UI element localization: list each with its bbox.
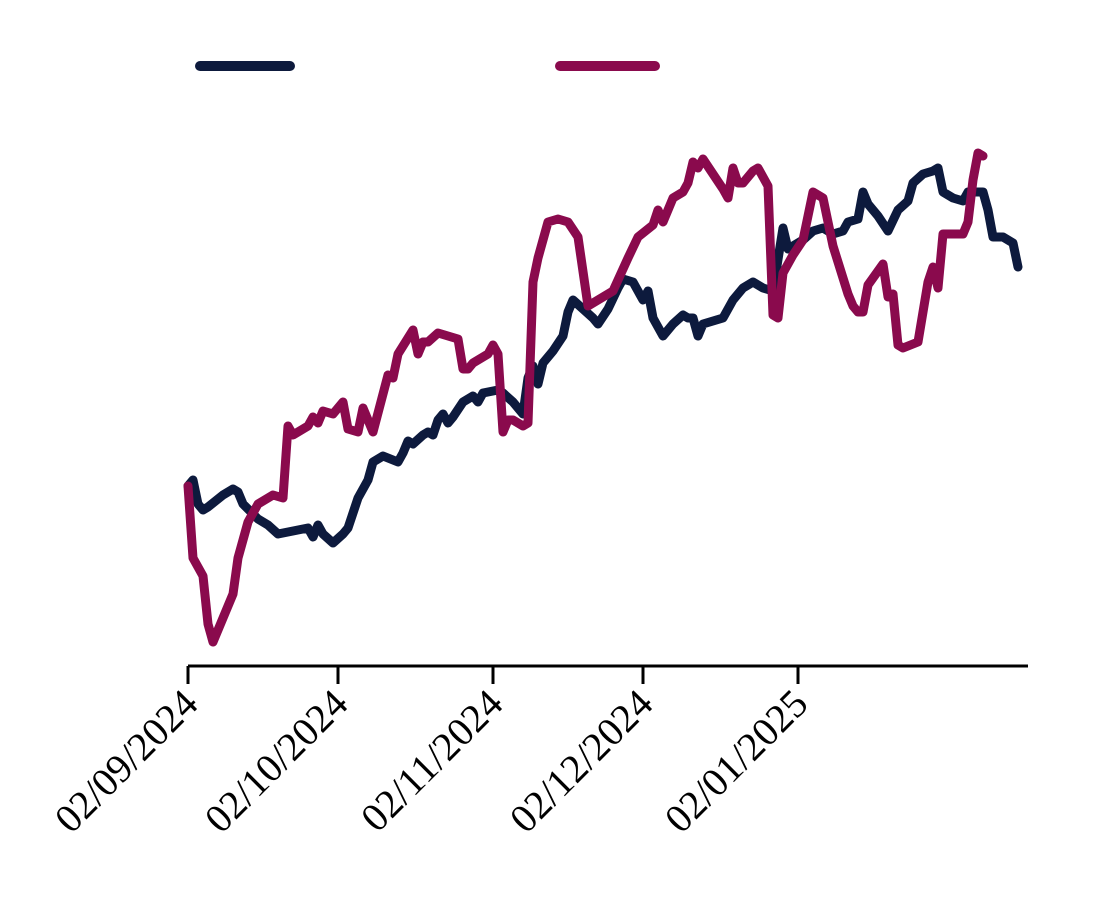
series-2-line — [183, 148, 988, 647]
plot-area — [183, 148, 1023, 647]
x-tick-label: 02/09/2024 — [46, 681, 207, 842]
x-tick-label: 02/12/2024 — [501, 681, 662, 842]
series-1-line — [183, 163, 1023, 548]
x-axis-ticks: 02/09/202402/10/202402/11/202402/12/2024… — [46, 666, 817, 842]
x-tick-label: 02/11/2024 — [352, 681, 512, 841]
x-tick-label: 02/10/2024 — [196, 681, 357, 842]
x-tick-label: 02/01/2025 — [656, 681, 817, 842]
